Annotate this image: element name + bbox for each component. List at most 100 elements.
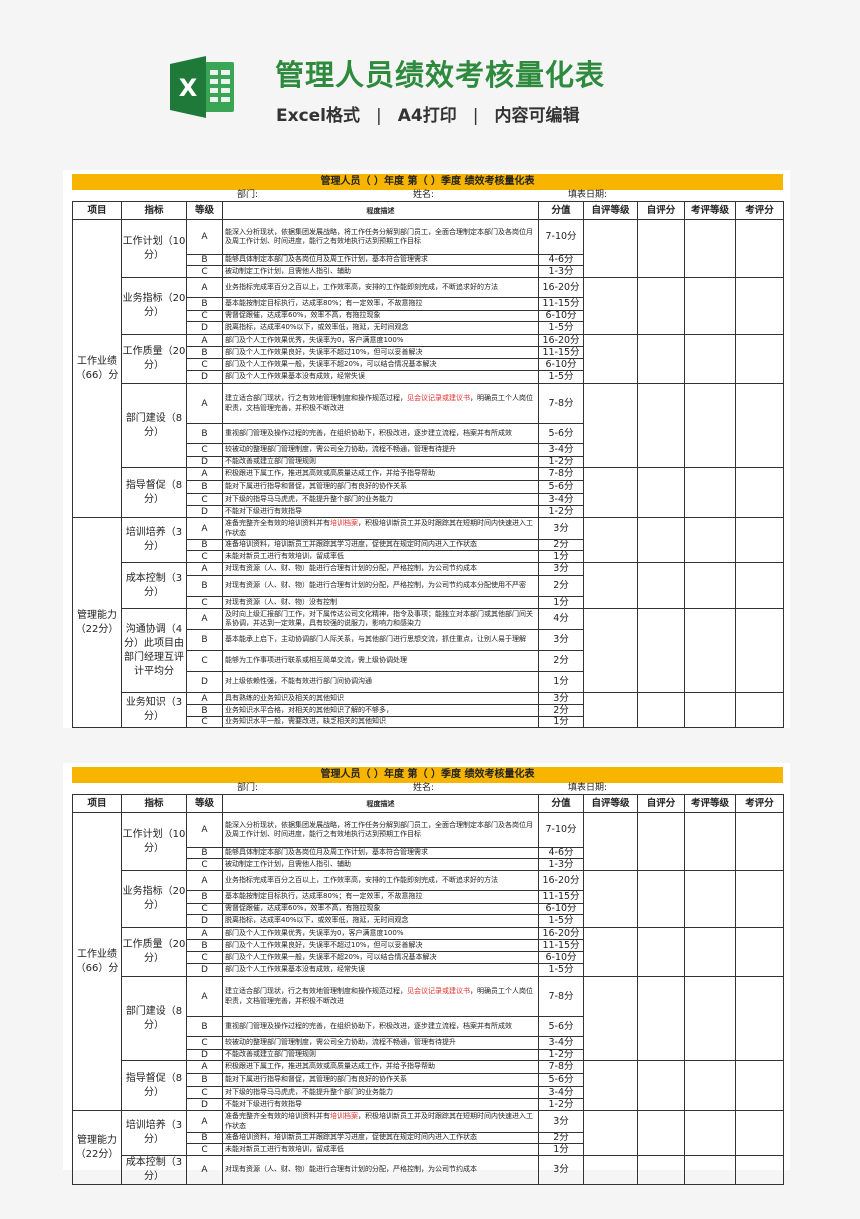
level-cell: B — [186, 346, 223, 359]
self-score-input[interactable] — [637, 1060, 685, 1111]
review-score-input[interactable] — [735, 334, 784, 384]
review-grade-input[interactable] — [684, 219, 736, 278]
review-score-input[interactable] — [735, 870, 784, 928]
review-grade-input[interactable] — [684, 608, 736, 693]
review-score-input[interactable] — [735, 219, 784, 278]
self-grade-input[interactable] — [583, 692, 638, 728]
review-grade-input[interactable] — [684, 562, 736, 609]
score-cell: 7-8分 — [538, 1060, 584, 1074]
self-grade-input[interactable] — [583, 517, 638, 563]
review-score-input[interactable] — [735, 277, 784, 335]
review-grade-input[interactable] — [684, 1110, 736, 1156]
review-grade-input[interactable] — [684, 812, 736, 871]
self-score-input[interactable] — [637, 608, 685, 693]
review-grade-input[interactable] — [684, 383, 736, 468]
description-cell: 被动制定工作计划，且需他人指引、辅助 — [222, 265, 539, 278]
score-cell: 1分 — [538, 716, 584, 728]
column-header: 自评分 — [637, 794, 685, 813]
self-grade-input[interactable] — [583, 383, 638, 468]
review-score-input[interactable] — [735, 1110, 784, 1156]
indicator-cell: 成本控制（3分） — [121, 1155, 187, 1185]
self-grade-input[interactable] — [583, 562, 638, 609]
review-score-input[interactable] — [735, 562, 784, 609]
review-grade-input[interactable] — [684, 517, 736, 563]
self-score-input[interactable] — [637, 562, 685, 609]
self-score-input[interactable] — [637, 870, 685, 928]
column-header: 指标 — [121, 794, 187, 813]
separator: | — [472, 106, 479, 126]
self-score-input[interactable] — [637, 467, 685, 518]
self-grade-input[interactable] — [583, 870, 638, 928]
category-cell: 管理能力（22分） — [72, 1110, 122, 1185]
score-cell: 16-20分 — [538, 334, 584, 347]
self-score-input[interactable] — [637, 976, 685, 1061]
sheet-heading: 管理人员（ ）年度 第（ ）季度 绩效考核量化表 — [72, 767, 783, 783]
self-grade-input[interactable] — [583, 219, 638, 278]
table-row: B 基本能承上启下，主动协调部门人际关系，与其他部门进行思想交流，抓住重点，让别人… — [73, 629, 784, 651]
review-score-input[interactable] — [735, 383, 784, 468]
review-score-input[interactable] — [735, 1155, 784, 1185]
review-score-input[interactable] — [735, 692, 784, 728]
review-grade-input[interactable] — [684, 927, 736, 977]
self-score-input[interactable] — [637, 517, 685, 563]
review-grade-input[interactable] — [684, 1060, 736, 1111]
self-score-input[interactable] — [637, 277, 685, 335]
review-score-input[interactable] — [735, 608, 784, 693]
self-score-input[interactable] — [637, 383, 685, 468]
review-grade-input[interactable] — [684, 277, 736, 335]
level-cell: C — [186, 310, 223, 322]
description-cell: 能够为工作事项进行联系或相互简单交流，需上级协调处理 — [222, 650, 539, 672]
review-score-input[interactable] — [735, 976, 784, 1061]
self-score-input[interactable] — [637, 927, 685, 977]
self-score-input[interactable] — [637, 812, 685, 871]
assessment-table: 项目 指标 等级 程度描述 分值 自评等级 自评分 考评等级 考评分 工作业绩（66）分 工作计划（… — [72, 201, 784, 728]
review-score-input[interactable] — [735, 1060, 784, 1111]
indicator-cell: 业务指标（20分） — [121, 870, 187, 928]
self-grade-input[interactable] — [583, 1155, 638, 1185]
description-cell: 对现有资源（人、财、物）能进行合理有计划的分配，严格控制，为公司节约成本 — [222, 562, 539, 576]
self-score-input[interactable] — [637, 1155, 685, 1185]
score-cell: 2分 — [538, 650, 584, 672]
review-grade-input[interactable] — [684, 1155, 736, 1185]
score-cell: 3分 — [538, 1110, 584, 1133]
self-grade-input[interactable] — [583, 927, 638, 977]
review-grade-input[interactable] — [684, 467, 736, 518]
level-cell: B — [186, 847, 223, 859]
table-row: 业务知识（3分） A 具有熟练的业务知识及相关的其他知识 3分 — [73, 692, 784, 728]
self-grade-input[interactable] — [583, 976, 638, 1061]
level-cell: C — [186, 358, 223, 371]
description-cell: 对上级依赖性强，不能有效进行部门间协调沟通 — [222, 671, 539, 693]
level-cell: C — [186, 596, 223, 609]
table-row: B 重视部门管理及操作过程的完善，在组织协助下，积极改进，逐步建立流程，档案并有所… — [73, 1016, 784, 1037]
review-grade-input[interactable] — [684, 692, 736, 728]
score-cell: 1-5分 — [538, 321, 584, 335]
self-score-input[interactable] — [637, 219, 685, 278]
level-cell: A — [186, 692, 223, 705]
self-grade-input[interactable] — [583, 608, 638, 693]
review-grade-input[interactable] — [684, 870, 736, 928]
sheet-preview-2: 管理人员（ ）年度 第（ ）季度 绩效考核量化表 部门: 姓名: 填表日期: 项目 指标等… — [63, 763, 790, 1185]
review-score-input[interactable] — [735, 517, 784, 563]
self-grade-input[interactable] — [583, 812, 638, 871]
level-cell: A — [186, 976, 223, 1017]
score-cell: 6-10分 — [538, 358, 584, 371]
review-score-input[interactable] — [735, 927, 784, 977]
self-score-input[interactable] — [637, 692, 685, 728]
review-grade-input[interactable] — [684, 976, 736, 1061]
self-grade-input[interactable] — [583, 277, 638, 335]
level-cell: B — [186, 890, 223, 904]
score-cell: 6-10分 — [538, 951, 584, 964]
review-grade-input[interactable] — [684, 334, 736, 384]
description-text: 建立适合部门现状，行之有效地管理制度和操作规范过程， — [225, 394, 407, 402]
self-grade-input[interactable] — [583, 1060, 638, 1111]
self-grade-input[interactable] — [583, 1110, 638, 1156]
review-score-input[interactable] — [735, 467, 784, 518]
description-cell: 准备完整齐全有效的培训资料并有培训档案，积极培训新员工并及时跟踪其在短期时间内快… — [222, 1110, 539, 1133]
self-grade-input[interactable] — [583, 334, 638, 384]
self-grade-input[interactable] — [583, 467, 638, 518]
review-score-input[interactable] — [735, 812, 784, 871]
self-score-input[interactable] — [637, 334, 685, 384]
description-cell: 部门及个人工作效果基本没有成效，经常失误 — [222, 963, 539, 977]
level-cell: A — [186, 219, 223, 255]
self-score-input[interactable] — [637, 1110, 685, 1156]
